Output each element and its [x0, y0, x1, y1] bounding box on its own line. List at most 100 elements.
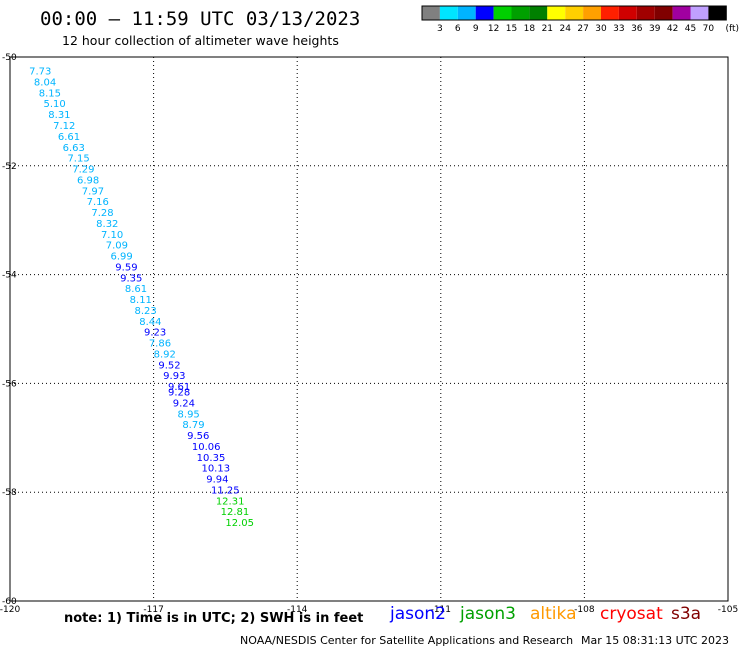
x-tick-label: -105 [718, 605, 738, 615]
wave-height-value: 7.12 [53, 121, 75, 132]
wave-height-value: 8.79 [182, 420, 204, 431]
colorbar-outline [421, 5, 727, 21]
colorbar-label: 33 [613, 24, 624, 34]
wave-height-value: 7.73 [29, 67, 51, 78]
colorbar-label: 42 [667, 24, 678, 34]
wave-height-value: 8.44 [139, 317, 161, 328]
footer-note: note: 1) Time is in UTC; 2) SWH is in fe… [64, 611, 364, 626]
colorbar-label: 27 [577, 24, 588, 34]
wave-height-value: 12.81 [221, 507, 250, 518]
colorbar-swatch [457, 6, 476, 20]
colorbar-swatch [529, 6, 548, 20]
colorbar-swatch [565, 6, 584, 20]
legend-jason3: jason3 [460, 604, 516, 624]
legend-altika: altika [530, 604, 577, 624]
wave-height-value: 9.94 [206, 475, 228, 486]
wave-height-value: 7.86 [149, 339, 171, 350]
colorbar-swatch [547, 6, 566, 20]
wave-height-value: 7.16 [87, 197, 109, 208]
y-tick-labels: -50 -52 -54 -56 -58 -60 [2, 53, 17, 607]
legend-cryosat: cryosat [600, 604, 663, 624]
x-tick-labels: -120 -117 -114 -111 -108 -105 [0, 605, 738, 615]
wave-height-value: 9.52 [158, 360, 180, 371]
colorbar-swatch [422, 6, 440, 20]
page-title: 00:00 – 11:59 UTC 03/13/2023 [40, 8, 361, 30]
wave-height-value: 7.15 [67, 154, 89, 165]
wave-height-value: 9.28 [168, 388, 190, 399]
plot-frame [9, 56, 729, 602]
colorbar-label: 24 [559, 24, 571, 34]
wave-height-value: 5.10 [44, 99, 66, 110]
x-tick-label: -108 [574, 605, 595, 615]
credit-line: NOAA/NESDIS Center for Satellite Applica… [240, 634, 574, 647]
colorbar-swatch [601, 6, 619, 20]
colorbar-label: 15 [506, 24, 517, 34]
wave-height-value: 12.31 [216, 496, 245, 507]
wave-height-value: 8.61 [125, 284, 147, 295]
y-tick-label: -58 [2, 488, 17, 498]
wave-height-value: 6.98 [77, 175, 99, 186]
wave-height-value: 11.25 [211, 485, 240, 496]
colorbar-swatch [583, 6, 601, 20]
colorbar-label: 12 [488, 24, 499, 34]
colorbar-swatch [439, 6, 458, 20]
y-tick-label: -50 [2, 53, 17, 63]
wave-height-value: 7.28 [91, 208, 113, 219]
colorbar-swatch [654, 6, 673, 20]
wave-height-value: 8.23 [134, 306, 156, 317]
wave-height-value: 8.95 [178, 409, 200, 420]
wave-height-value: 10.13 [201, 464, 230, 475]
x-tick-label: -120 [0, 605, 20, 615]
y-tick-label: -54 [2, 271, 17, 281]
grid [10, 57, 728, 601]
wave-height-value: 9.59 [115, 262, 137, 273]
wave-height-value: 8.31 [48, 110, 70, 121]
colorbar-label: 6 [455, 24, 461, 34]
y-tick-label: -52 [2, 162, 17, 172]
wave-height-value: 9.93 [163, 371, 185, 382]
y-tick-label: -60 [2, 597, 17, 607]
wave-height-value: 6.63 [63, 143, 85, 154]
colorbar-label: 70 [703, 24, 715, 34]
timestamp: Mar 15 08:31:13 UTC 2023 [581, 634, 729, 647]
wave-height-value: 9.24 [173, 398, 195, 409]
colorbar-swatch [636, 6, 655, 20]
colorbar-swatch [672, 6, 691, 20]
colorbar-swatch [493, 6, 512, 20]
wave-height-value: 9.35 [120, 273, 142, 284]
colorbar-swatch [511, 6, 530, 20]
wave-height-value: 8.92 [154, 349, 176, 360]
wave-height-value: 12.05 [225, 518, 254, 529]
wave-height-value: 8.32 [96, 219, 118, 230]
page-subtitle: 12 hour collection of altimeter wave hei… [62, 33, 339, 48]
colorbar-swatch [475, 6, 494, 20]
colorbar-swatch [618, 6, 637, 20]
colorbar: 3 6 9 12 15 18 21 24 27 30 33 36 39 42 45 70 (ft) [421, 5, 739, 34]
wave-height-value: 8.15 [39, 88, 61, 99]
colorbar-label: 3 [437, 24, 443, 34]
wave-height-value: 10.35 [197, 453, 226, 464]
colorbar-label: 18 [524, 24, 536, 34]
wave-height-value: 6.61 [58, 132, 80, 143]
colorbar-label: 9 [473, 24, 479, 34]
wave-height-value: 10.06 [192, 442, 221, 453]
wave-height-value: 7.97 [82, 186, 104, 197]
colorbar-label: 21 [542, 24, 553, 34]
colorbar-label: 36 [631, 24, 643, 34]
legend-s3a: s3a [671, 604, 702, 624]
wave-height-value: 8.04 [34, 77, 56, 88]
legend-jason2: jason2 [390, 604, 446, 624]
wave-height-value: 9.56 [187, 431, 209, 442]
y-tick-label: -56 [2, 379, 17, 389]
west-track-values: 7.738.048.155.108.317.126.616.637.157.29… [29, 67, 254, 530]
wave-height-value: 9.23 [144, 328, 166, 339]
colorbar-label: 30 [595, 24, 607, 34]
wave-height-value: 7.29 [72, 165, 94, 176]
colorbar-label: 45 [685, 24, 696, 34]
wave-height-value: 9.61 [168, 382, 190, 393]
x-tick-label: -117 [143, 605, 163, 615]
colorbar-swatch [690, 6, 709, 20]
wave-height-value: 6.99 [111, 252, 133, 263]
wave-height-value: 7.09 [106, 241, 128, 252]
